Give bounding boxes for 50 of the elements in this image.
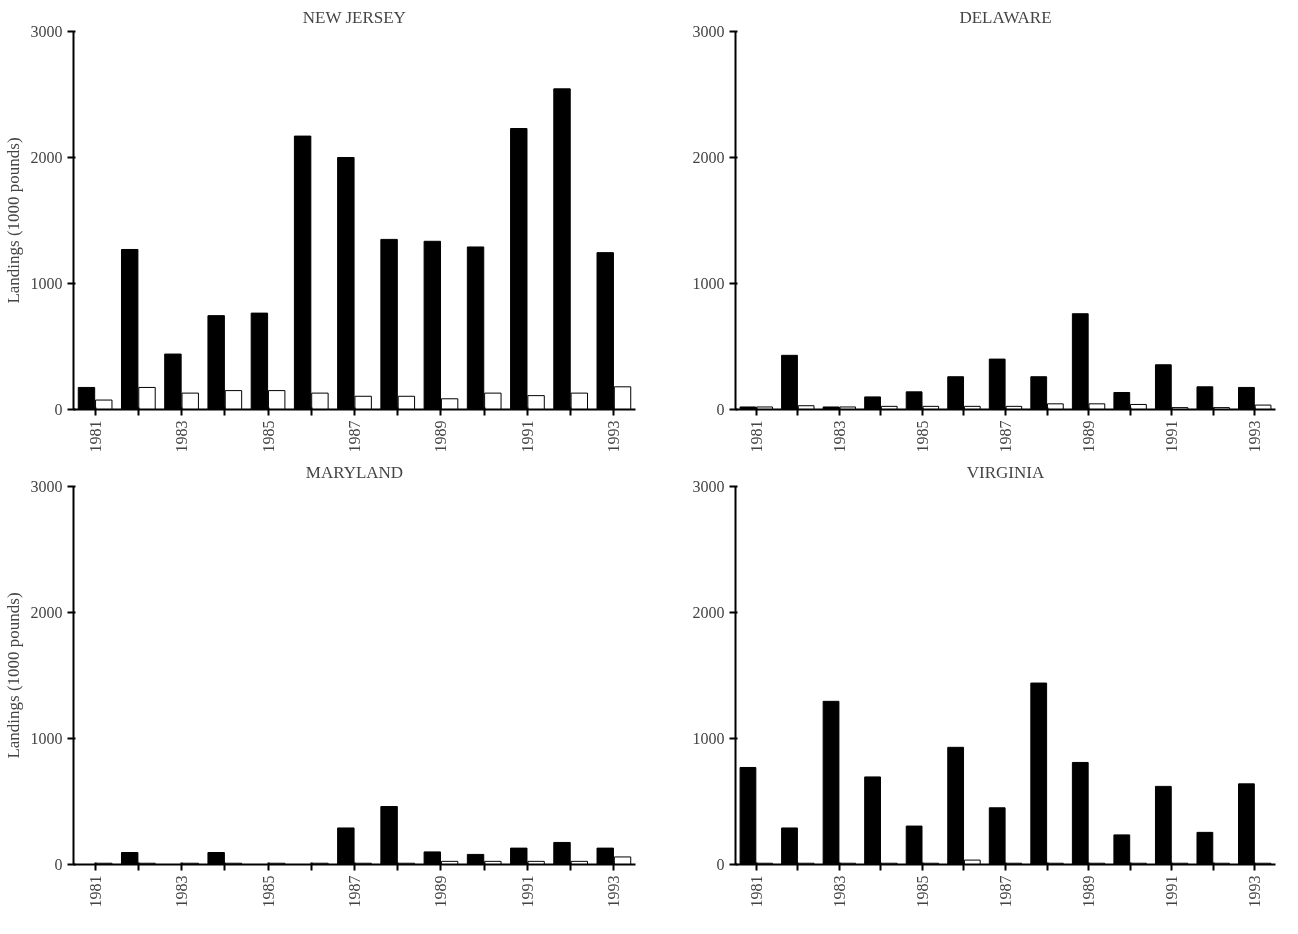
y-tick-label: 3000 [692,23,725,40]
chart-title: MARYLAND [305,462,404,482]
x-tick-label: 1983 [173,420,191,453]
y-tick-label: 1000 [692,275,725,292]
x-tick-label: 1987 [346,420,363,453]
y-tick-label: 2000 [30,149,63,166]
x-tick-label: 1983 [173,875,191,908]
y-tick-label: 0 [716,401,725,418]
y-tick-label: 0 [54,401,63,418]
x-tick-label: 1991 [518,420,536,453]
y-axis-title: Landings (1000 pounds) [3,137,23,304]
x-tick-label: 1987 [997,420,1014,453]
x-tick-label: 1989 [1080,875,1098,908]
y-axis-title: Landings (1000 pounds) [3,592,23,759]
y-tick-label: 3000 [692,478,725,495]
x-tick-label: 1983 [830,420,848,453]
x-tick-label: 1981 [86,875,104,908]
y-tick-label: 1000 [30,275,63,292]
y-tick-label: 2000 [692,149,725,166]
x-tick-label: 1983 [830,875,848,908]
x-tick-label: 1989 [432,875,450,908]
y-tick-label: 3000 [30,478,63,495]
x-tick-label: 1993 [605,420,623,453]
x-tick-label: 1985 [913,875,931,908]
y-tick-label: 0 [716,856,725,873]
x-tick-label: 1991 [1163,420,1181,453]
x-tick-label: 1987 [997,875,1014,908]
x-tick-label: 1985 [259,420,277,453]
x-tick-label: 1987 [346,875,363,908]
x-tick-label: 1993 [1246,420,1264,453]
x-tick-label: 1981 [747,875,765,908]
chart-title: VIRGINIA [966,462,1045,482]
x-tick-label: 1991 [1163,875,1181,908]
x-tick-label: 1989 [432,420,450,453]
chart-title: NEW JERSEY [302,7,406,27]
x-tick-label: 1989 [1080,420,1098,453]
x-tick-label: 1985 [913,420,931,453]
x-tick-label: 1991 [518,875,536,908]
x-tick-label: 1981 [86,420,104,453]
y-tick-label: 2000 [30,604,63,621]
x-tick-label: 1981 [747,420,765,453]
y-tick-label: 1000 [692,730,725,747]
x-tick-label: 1985 [259,875,277,908]
y-tick-label: 1000 [30,730,63,747]
y-tick-label: 0 [54,856,63,873]
chart-title: DELAWARE [959,7,1052,27]
x-tick-label: 1993 [605,875,623,908]
y-tick-label: 3000 [30,23,63,40]
x-tick-label: 1993 [1246,875,1264,908]
y-tick-label: 2000 [692,604,725,621]
